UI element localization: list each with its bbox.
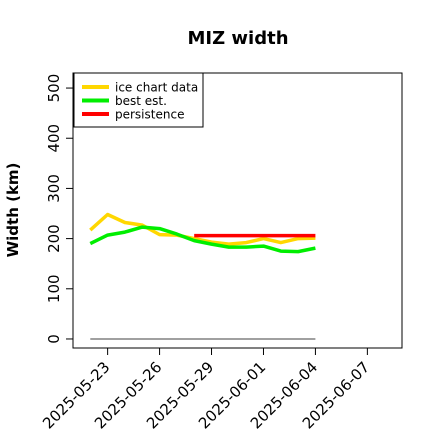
y-tick-label: 100: [45, 274, 63, 303]
y-tick-label: 400: [45, 124, 63, 153]
y-axis-label: Width (km): [4, 163, 22, 258]
chart-title: MIZ width: [187, 28, 288, 49]
legend-label: ice chart data: [115, 81, 198, 95]
ice-chart-data-line: [89, 212, 316, 246]
legend-label: persistence: [115, 108, 184, 122]
best-est-line: [89, 225, 316, 254]
legend-label: best est.: [115, 94, 167, 108]
y-tick-label: 200: [45, 224, 63, 253]
plot-frame: [72, 72, 403, 349]
y-tick-label: 0: [45, 334, 63, 344]
y-tick-label: 300: [45, 174, 63, 203]
y-tick-label: 500: [45, 74, 63, 103]
